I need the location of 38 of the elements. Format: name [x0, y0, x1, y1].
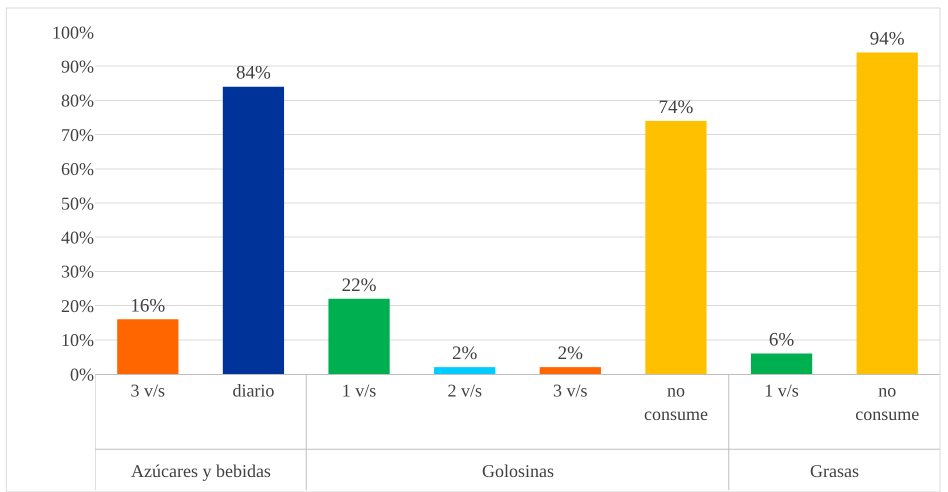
data-label: 22% — [342, 274, 377, 296]
y-tick-label: 40% — [61, 228, 94, 248]
bar — [750, 353, 812, 374]
bar — [540, 367, 601, 374]
y-tick-label: 80% — [61, 90, 94, 111]
x-tick-label: 2 v/s — [447, 380, 482, 401]
data-label: 16% — [130, 295, 166, 316]
y-tick-label: 100% — [52, 22, 94, 42]
data-label: 2% — [558, 343, 584, 364]
x-tick-label: 3 v/s — [553, 380, 588, 401]
text: Grasas — [810, 461, 859, 481]
bar — [328, 298, 390, 374]
y-tick-label: 0% — [70, 364, 94, 384]
bar — [856, 52, 918, 374]
data-label: 84% — [236, 62, 271, 84]
data-label: 74% — [658, 96, 694, 118]
text: Azúcares y bebidas — [131, 461, 271, 481]
data-label: 94% — [870, 28, 905, 50]
x-tick-label: 3 v/s — [130, 380, 166, 401]
x-tick-label: 1 v/s — [764, 380, 799, 401]
y-tick-label: 30% — [61, 262, 94, 282]
x-tick-label: no consume — [644, 380, 708, 424]
x-tick-label: no consume — [855, 380, 920, 424]
bar — [645, 120, 707, 374]
bar — [117, 319, 178, 374]
x-tick-label: 1 v/s — [342, 380, 376, 401]
data-label: 2% — [452, 343, 478, 364]
data-label: 6% — [768, 329, 794, 350]
bar — [434, 367, 496, 374]
text: Golosinas — [482, 461, 554, 481]
y-tick-label: 20% — [61, 296, 94, 316]
y-tick-label: 60% — [61, 159, 94, 180]
y-tick-label: 10% — [61, 330, 94, 350]
y-tick-label: 50% — [61, 193, 94, 214]
y-tick-label: 90% — [61, 56, 94, 76]
bar — [222, 86, 284, 374]
y-tick-label: 70% — [61, 124, 94, 145]
x-tick-label: diario — [232, 380, 274, 401]
